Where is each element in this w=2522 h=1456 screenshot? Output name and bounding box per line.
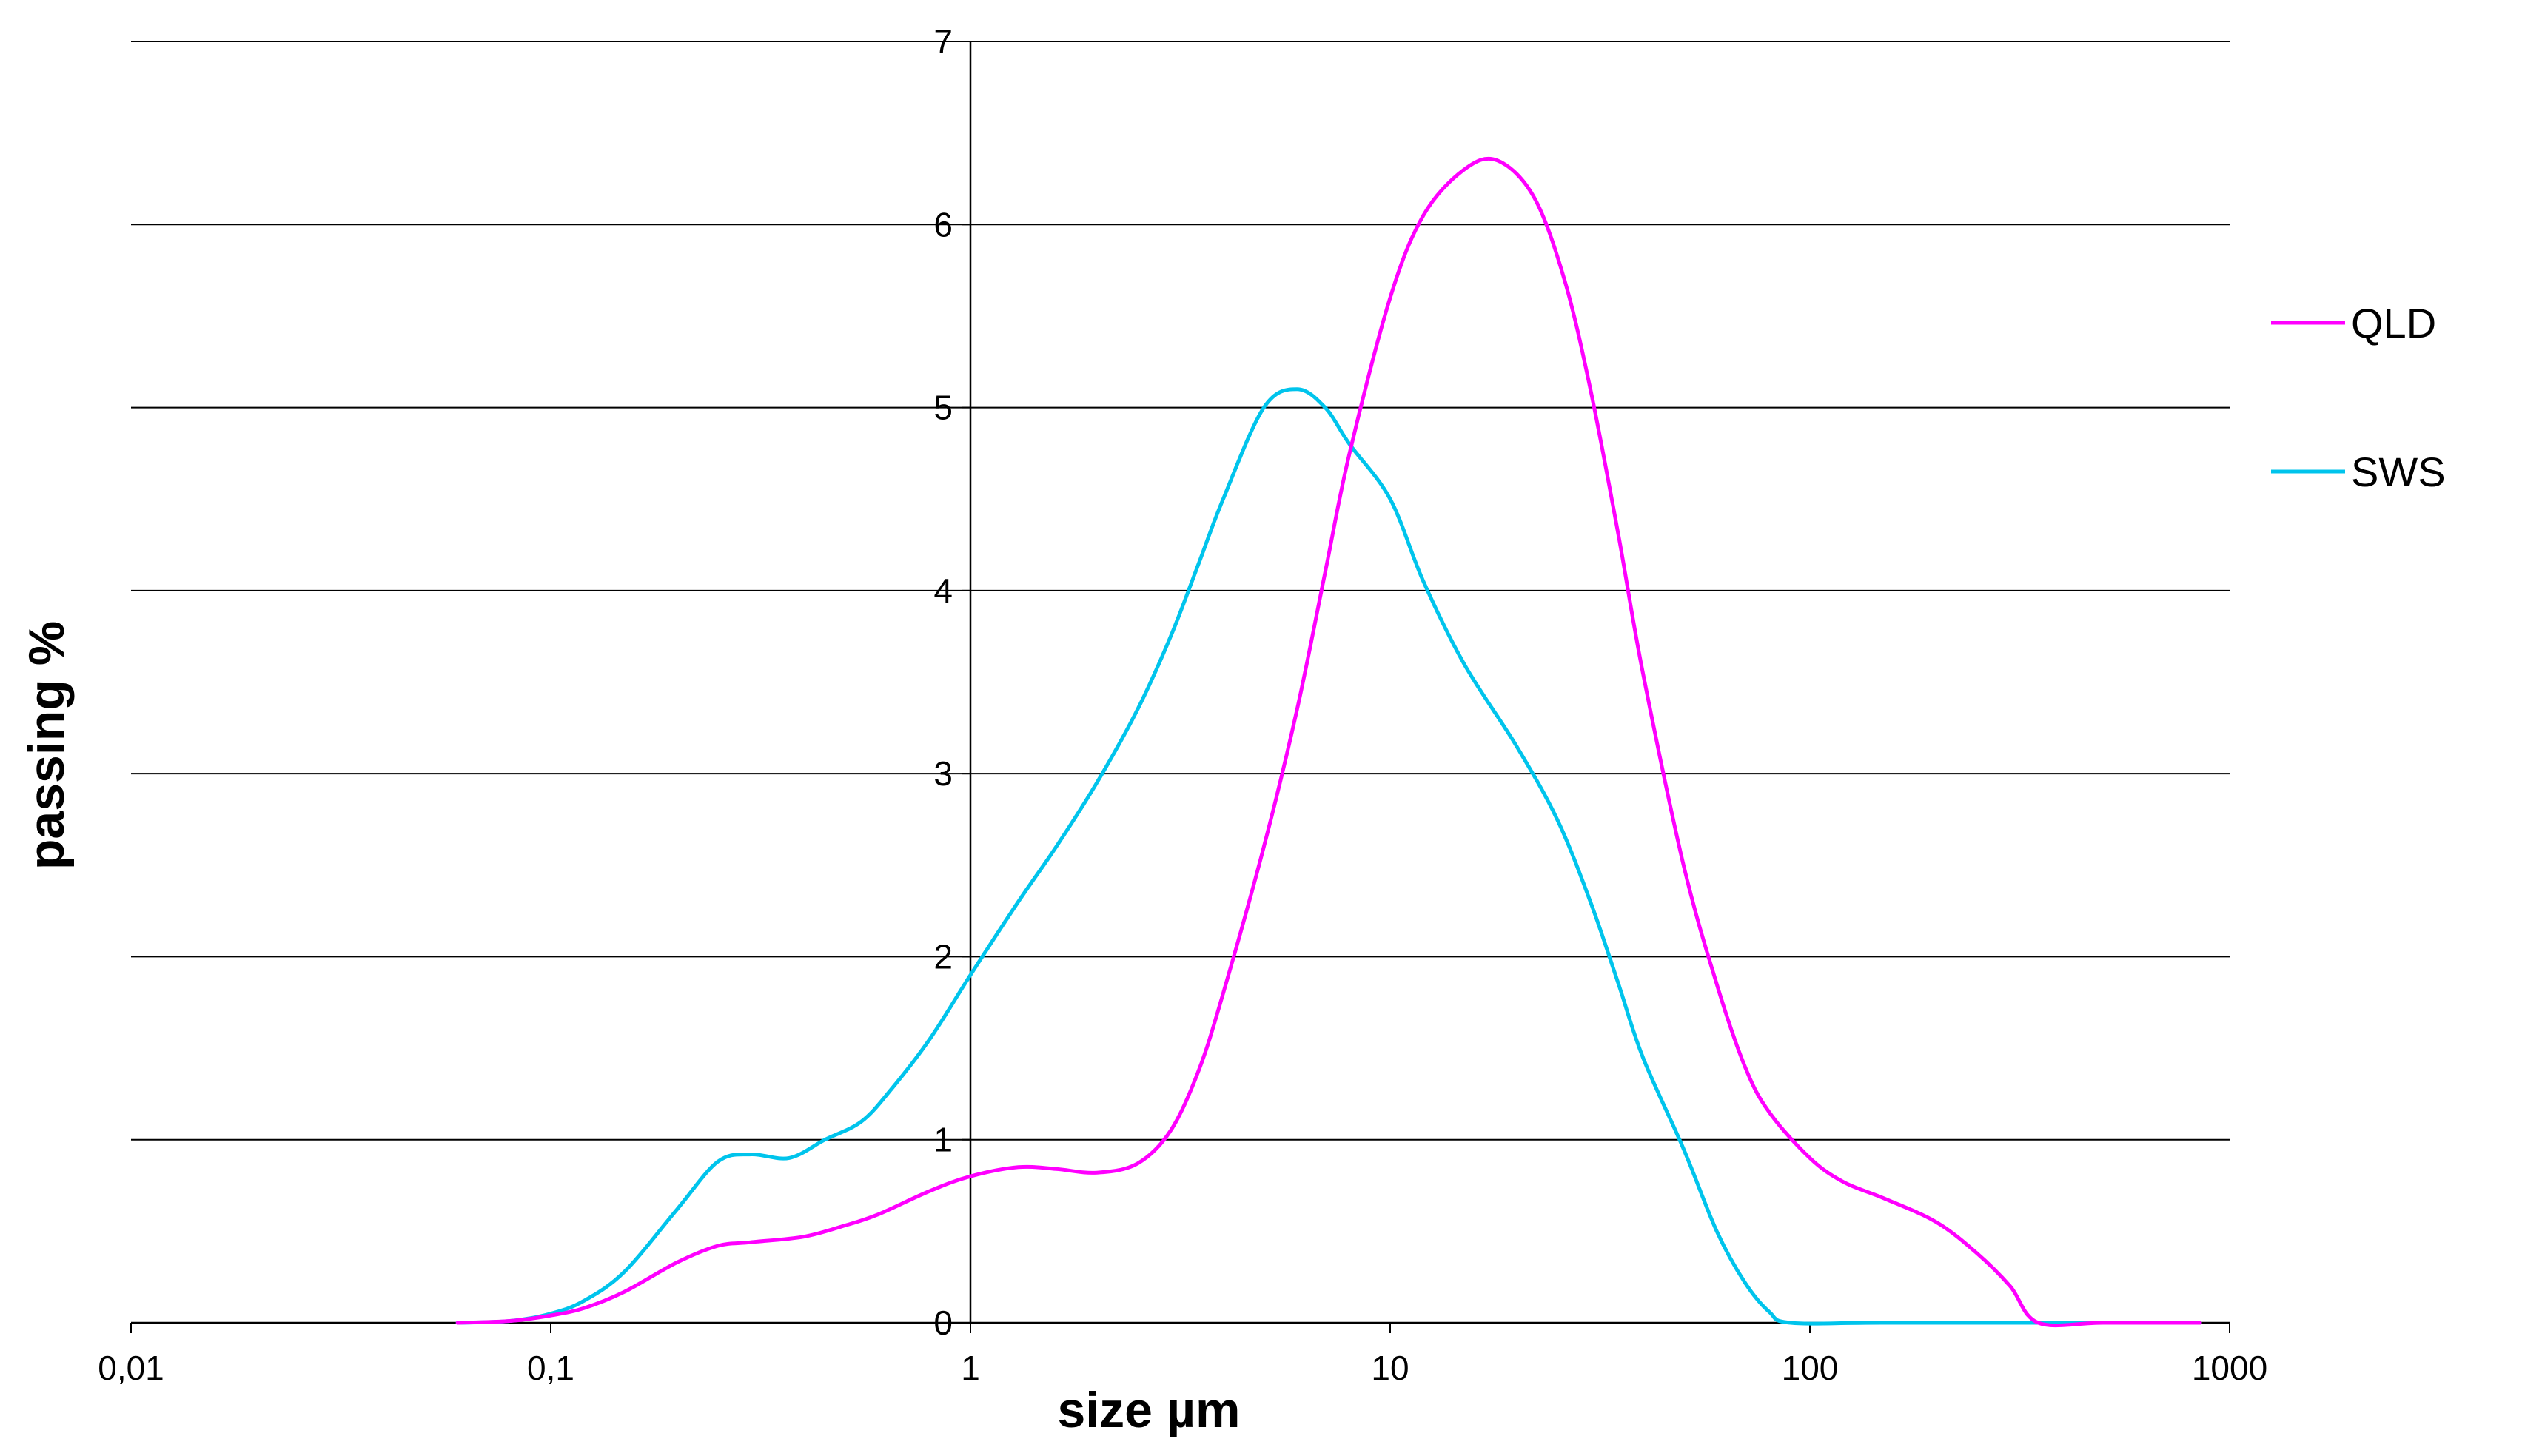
y-tick-label: 7 <box>933 22 953 61</box>
y-tick-label: 5 <box>933 389 953 427</box>
legend-label-qld: QLD <box>2351 300 2436 346</box>
series-line-qld <box>455 156 2202 1328</box>
series-line-sws <box>455 387 2202 1326</box>
y-tick-label: 3 <box>933 754 953 793</box>
y-tick-label: 4 <box>933 571 953 610</box>
y-tick-label: 2 <box>933 937 953 976</box>
legend-label-sws: SWS <box>2351 449 2446 495</box>
series-lines <box>455 156 2202 1328</box>
x-tick-label: 0,1 <box>527 1349 574 1387</box>
x-tick-label: 10 <box>1371 1349 1409 1387</box>
x-tick-labels: 0,01 0,1 1 10 100 1000 <box>98 1349 2267 1387</box>
x-tick-label: 1000 <box>2192 1349 2267 1387</box>
y-tick-label: 6 <box>933 205 953 244</box>
y-tick-labels: 0 1 2 3 4 5 6 7 <box>933 22 953 1342</box>
x-tick-label: 100 <box>1782 1349 1839 1387</box>
x-tick-label: 1 <box>961 1349 980 1387</box>
x-tick-label: 0,01 <box>98 1349 164 1387</box>
y-tick-label: 1 <box>933 1121 953 1159</box>
x-axis-title: size µm <box>1057 1382 1240 1438</box>
y-tick-label: 0 <box>933 1304 953 1342</box>
gridlines <box>131 41 2230 1141</box>
legend: QLD SWS <box>2271 300 2446 495</box>
y-axis-title: passing % <box>19 621 75 870</box>
